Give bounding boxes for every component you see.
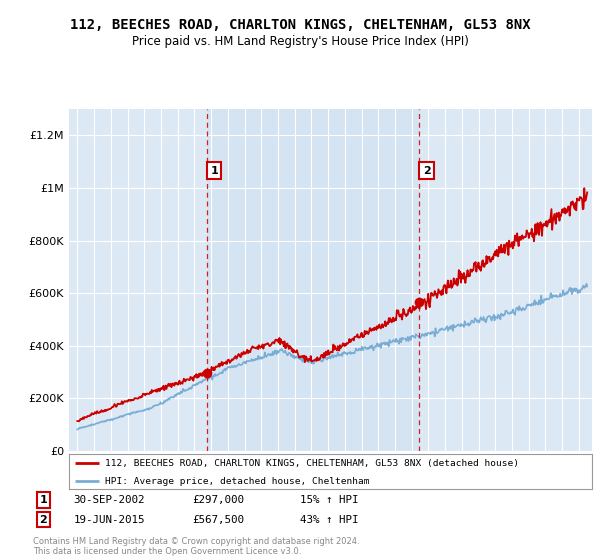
Text: 2: 2 [423,166,430,176]
Text: £297,000: £297,000 [192,495,244,505]
Text: 43% ↑ HPI: 43% ↑ HPI [300,515,359,525]
Text: Price paid vs. HM Land Registry's House Price Index (HPI): Price paid vs. HM Land Registry's House … [131,35,469,48]
Text: Contains HM Land Registry data © Crown copyright and database right 2024.
This d: Contains HM Land Registry data © Crown c… [33,536,359,556]
Text: 112, BEECHES ROAD, CHARLTON KINGS, CHELTENHAM, GL53 8NX (detached house): 112, BEECHES ROAD, CHARLTON KINGS, CHELT… [104,459,518,468]
Text: 15% ↑ HPI: 15% ↑ HPI [300,495,359,505]
Text: 1: 1 [40,495,47,505]
Text: 30-SEP-2002: 30-SEP-2002 [73,495,145,505]
Text: 112, BEECHES ROAD, CHARLTON KINGS, CHELTENHAM, GL53 8NX: 112, BEECHES ROAD, CHARLTON KINGS, CHELT… [70,18,530,32]
Text: 2: 2 [40,515,47,525]
Text: HPI: Average price, detached house, Cheltenham: HPI: Average price, detached house, Chel… [104,477,369,486]
Bar [207,109,419,451]
Text: 19-JUN-2015: 19-JUN-2015 [73,515,145,525]
Text: 1: 1 [210,166,218,176]
Text: £567,500: £567,500 [192,515,244,525]
